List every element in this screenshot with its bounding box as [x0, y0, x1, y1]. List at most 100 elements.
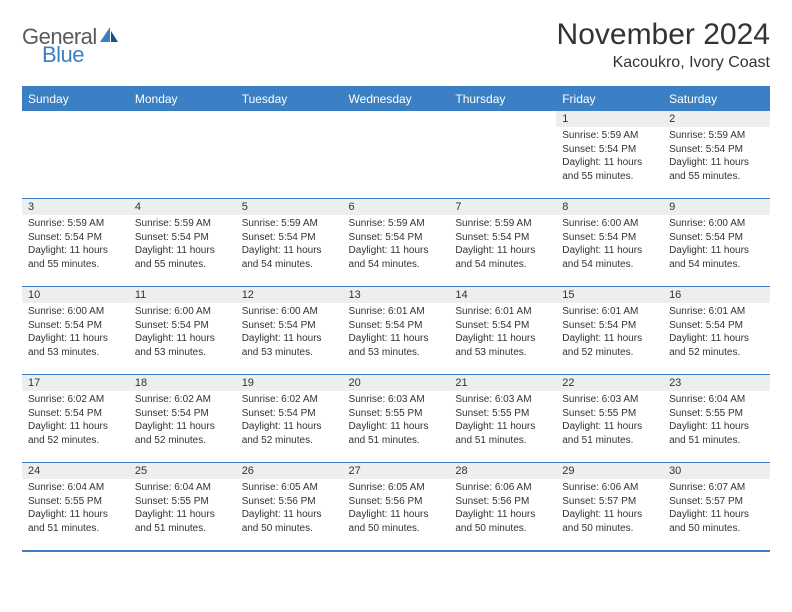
sunrise-text: Sunrise: 6:00 AM — [28, 305, 123, 319]
day-cell: 17Sunrise: 6:02 AMSunset: 5:54 PMDayligh… — [22, 375, 129, 463]
sunrise-text: Sunrise: 5:59 AM — [349, 217, 444, 231]
sunset-text: Sunset: 5:55 PM — [135, 495, 230, 509]
day-number: 23 — [663, 375, 770, 391]
daylight-text: Daylight: 11 hours and 54 minutes. — [562, 244, 657, 271]
day-content: Sunrise: 6:00 AMSunset: 5:54 PMDaylight:… — [22, 303, 129, 363]
day-number: 11 — [129, 287, 236, 303]
sunrise-text: Sunrise: 5:59 AM — [242, 217, 337, 231]
daylight-text: Daylight: 11 hours and 52 minutes. — [669, 332, 764, 359]
day-number: 5 — [236, 199, 343, 215]
sunset-text: Sunset: 5:54 PM — [455, 231, 550, 245]
sunrise-text: Sunrise: 6:00 AM — [242, 305, 337, 319]
title-block: November 2024 Kacoukro, Ivory Coast — [557, 18, 770, 72]
daylight-text: Daylight: 11 hours and 50 minutes. — [349, 508, 444, 535]
day-number: 22 — [556, 375, 663, 391]
day-content: Sunrise: 6:00 AMSunset: 5:54 PMDaylight:… — [129, 303, 236, 363]
day-cell: 29Sunrise: 6:06 AMSunset: 5:57 PMDayligh… — [556, 463, 663, 551]
day-number: 2 — [663, 111, 770, 127]
sunrise-text: Sunrise: 5:59 AM — [562, 129, 657, 143]
sunset-text: Sunset: 5:54 PM — [28, 319, 123, 333]
dayhead-sunday: Sunday — [22, 87, 129, 111]
day-number: 26 — [236, 463, 343, 479]
day-cell: 26Sunrise: 6:05 AMSunset: 5:56 PMDayligh… — [236, 463, 343, 551]
day-number: 24 — [22, 463, 129, 479]
week-row: 3Sunrise: 5:59 AMSunset: 5:54 PMDaylight… — [22, 199, 770, 287]
sunrise-text: Sunrise: 6:07 AM — [669, 481, 764, 495]
daylight-text: Daylight: 11 hours and 50 minutes. — [242, 508, 337, 535]
daylight-text: Daylight: 11 hours and 55 minutes. — [562, 156, 657, 183]
logo-sail-icon — [99, 25, 119, 50]
day-cell — [236, 111, 343, 199]
sunrise-text: Sunrise: 6:02 AM — [28, 393, 123, 407]
day-number: 9 — [663, 199, 770, 215]
day-header-row: Sunday Monday Tuesday Wednesday Thursday… — [22, 87, 770, 111]
day-content: Sunrise: 6:05 AMSunset: 5:56 PMDaylight:… — [343, 479, 450, 539]
daylight-text: Daylight: 11 hours and 52 minutes. — [135, 420, 230, 447]
sunrise-text: Sunrise: 6:03 AM — [562, 393, 657, 407]
sunset-text: Sunset: 5:54 PM — [242, 319, 337, 333]
sunset-text: Sunset: 5:55 PM — [669, 407, 764, 421]
daylight-text: Daylight: 11 hours and 52 minutes. — [242, 420, 337, 447]
day-cell — [129, 111, 236, 199]
day-number: 3 — [22, 199, 129, 215]
day-cell: 24Sunrise: 6:04 AMSunset: 5:55 PMDayligh… — [22, 463, 129, 551]
logo-text-blue: Blue — [42, 42, 84, 67]
day-content — [449, 115, 556, 121]
day-number: 19 — [236, 375, 343, 391]
sunrise-text: Sunrise: 6:00 AM — [669, 217, 764, 231]
day-content: Sunrise: 5:59 AMSunset: 5:54 PMDaylight:… — [663, 127, 770, 187]
sunrise-text: Sunrise: 5:59 AM — [28, 217, 123, 231]
day-cell: 30Sunrise: 6:07 AMSunset: 5:57 PMDayligh… — [663, 463, 770, 551]
day-content — [236, 115, 343, 121]
day-content: Sunrise: 5:59 AMSunset: 5:54 PMDaylight:… — [556, 127, 663, 187]
sunrise-text: Sunrise: 6:01 AM — [669, 305, 764, 319]
sunset-text: Sunset: 5:54 PM — [669, 143, 764, 157]
sunset-text: Sunset: 5:54 PM — [135, 231, 230, 245]
day-content — [22, 115, 129, 121]
day-cell: 11Sunrise: 6:00 AMSunset: 5:54 PMDayligh… — [129, 287, 236, 375]
daylight-text: Daylight: 11 hours and 52 minutes. — [28, 420, 123, 447]
day-cell: 25Sunrise: 6:04 AMSunset: 5:55 PMDayligh… — [129, 463, 236, 551]
sunset-text: Sunset: 5:54 PM — [349, 231, 444, 245]
day-content: Sunrise: 6:04 AMSunset: 5:55 PMDaylight:… — [129, 479, 236, 539]
day-number: 20 — [343, 375, 450, 391]
dayhead-thursday: Thursday — [449, 87, 556, 111]
sunrise-text: Sunrise: 6:04 AM — [28, 481, 123, 495]
day-content: Sunrise: 6:02 AMSunset: 5:54 PMDaylight:… — [22, 391, 129, 451]
day-number: 15 — [556, 287, 663, 303]
day-number: 27 — [343, 463, 450, 479]
day-cell: 21Sunrise: 6:03 AMSunset: 5:55 PMDayligh… — [449, 375, 556, 463]
week-row: 10Sunrise: 6:00 AMSunset: 5:54 PMDayligh… — [22, 287, 770, 375]
day-cell: 1Sunrise: 5:59 AMSunset: 5:54 PMDaylight… — [556, 111, 663, 199]
sunset-text: Sunset: 5:56 PM — [455, 495, 550, 509]
sunrise-text: Sunrise: 6:00 AM — [562, 217, 657, 231]
daylight-text: Daylight: 11 hours and 50 minutes. — [669, 508, 764, 535]
daylight-text: Daylight: 11 hours and 54 minutes. — [669, 244, 764, 271]
day-cell: 3Sunrise: 5:59 AMSunset: 5:54 PMDaylight… — [22, 199, 129, 287]
header: General November 2024 Kacoukro, Ivory Co… — [22, 18, 770, 72]
day-cell: 19Sunrise: 6:02 AMSunset: 5:54 PMDayligh… — [236, 375, 343, 463]
daylight-text: Daylight: 11 hours and 50 minutes. — [455, 508, 550, 535]
day-cell: 16Sunrise: 6:01 AMSunset: 5:54 PMDayligh… — [663, 287, 770, 375]
day-content: Sunrise: 6:00 AMSunset: 5:54 PMDaylight:… — [236, 303, 343, 363]
day-number: 30 — [663, 463, 770, 479]
day-number: 13 — [343, 287, 450, 303]
day-content: Sunrise: 5:59 AMSunset: 5:54 PMDaylight:… — [129, 215, 236, 275]
sunrise-text: Sunrise: 6:01 AM — [562, 305, 657, 319]
week-row: 1Sunrise: 5:59 AMSunset: 5:54 PMDaylight… — [22, 111, 770, 199]
day-number: 29 — [556, 463, 663, 479]
sunset-text: Sunset: 5:54 PM — [28, 231, 123, 245]
sunrise-text: Sunrise: 6:06 AM — [455, 481, 550, 495]
day-content — [343, 115, 450, 121]
day-number: 16 — [663, 287, 770, 303]
day-content: Sunrise: 6:01 AMSunset: 5:54 PMDaylight:… — [663, 303, 770, 363]
sunset-text: Sunset: 5:55 PM — [349, 407, 444, 421]
day-content: Sunrise: 5:59 AMSunset: 5:54 PMDaylight:… — [449, 215, 556, 275]
day-content: Sunrise: 6:03 AMSunset: 5:55 PMDaylight:… — [556, 391, 663, 451]
day-content: Sunrise: 6:01 AMSunset: 5:54 PMDaylight:… — [449, 303, 556, 363]
dayhead-monday: Monday — [129, 87, 236, 111]
daylight-text: Daylight: 11 hours and 51 minutes. — [349, 420, 444, 447]
sunrise-text: Sunrise: 6:03 AM — [455, 393, 550, 407]
day-cell: 12Sunrise: 6:00 AMSunset: 5:54 PMDayligh… — [236, 287, 343, 375]
location: Kacoukro, Ivory Coast — [557, 54, 770, 72]
